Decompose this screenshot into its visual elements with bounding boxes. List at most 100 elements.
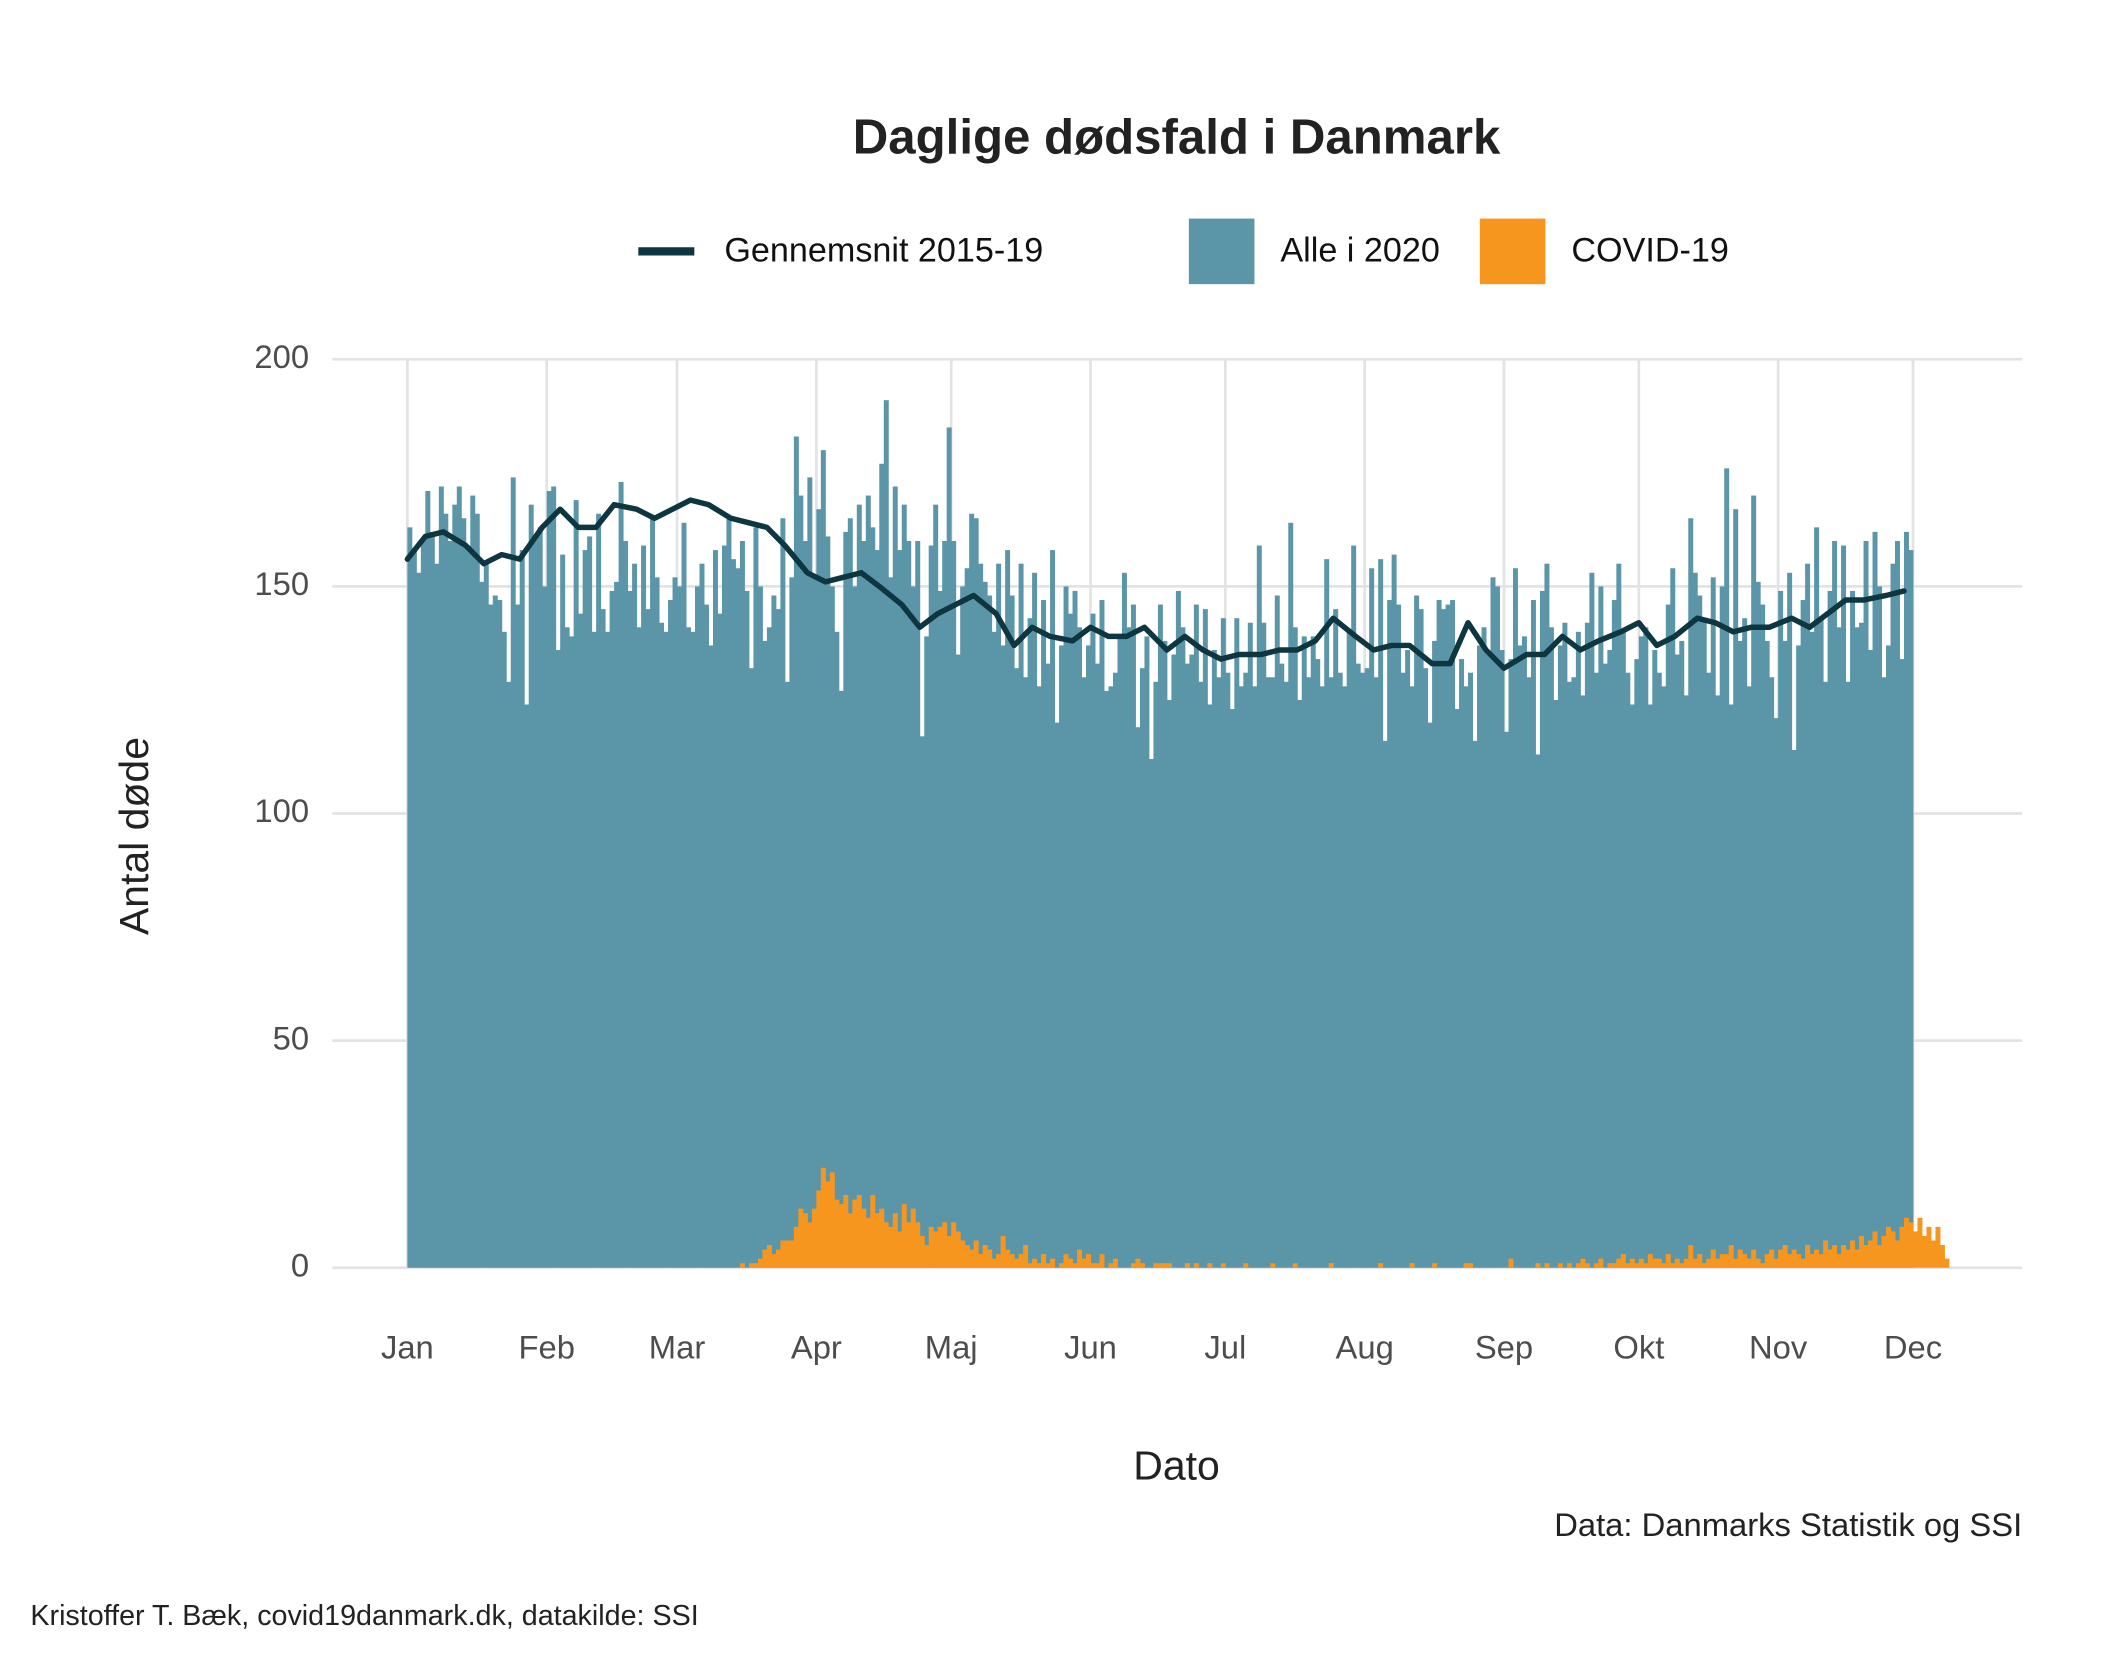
bar (1890, 563, 1896, 1268)
bar (1162, 640, 1168, 1268)
bar (1598, 586, 1604, 1268)
bar (618, 481, 624, 1268)
bar (987, 1249, 993, 1268)
bar (627, 590, 633, 1268)
bar (447, 540, 453, 1268)
bar (1360, 672, 1366, 1268)
bar (1701, 1263, 1707, 1268)
bar (1647, 704, 1653, 1268)
x-tick-label: Apr (791, 1328, 842, 1365)
bar (879, 1208, 885, 1268)
bar (960, 1240, 966, 1268)
bar (1256, 545, 1262, 1268)
bar (1674, 654, 1680, 1268)
bar (1544, 1263, 1550, 1268)
bar (1432, 1263, 1438, 1268)
bar (969, 1249, 975, 1268)
bar (1247, 622, 1253, 1268)
bar (1746, 1258, 1752, 1268)
x-tick-label: Dec (1884, 1328, 1942, 1365)
x-tick-label: Okt (1613, 1328, 1664, 1365)
y-tick-label: 100 (254, 792, 309, 829)
bar (820, 450, 826, 1268)
bar (874, 1213, 880, 1268)
legend-key (1479, 218, 1546, 285)
bar (739, 540, 745, 1268)
bar (960, 586, 966, 1268)
bar (1288, 522, 1294, 1268)
bar (519, 550, 525, 1268)
bar (506, 681, 512, 1268)
bar (1508, 659, 1514, 1268)
bar (784, 1240, 790, 1268)
bar (1895, 1240, 1900, 1268)
bar (1297, 699, 1303, 1268)
bar (1697, 595, 1703, 1268)
bar (1836, 627, 1842, 1268)
bar (1679, 1263, 1685, 1268)
bar (510, 477, 516, 1268)
bar (1683, 1258, 1689, 1268)
bar (775, 1249, 781, 1268)
bar (942, 1222, 948, 1268)
bar (1652, 1258, 1658, 1268)
bar (1895, 540, 1900, 1268)
bar (587, 536, 593, 1268)
bar (560, 554, 566, 1268)
bar (1157, 1263, 1163, 1268)
bar (1872, 531, 1878, 1268)
bar (1791, 1249, 1797, 1268)
bar (1270, 1263, 1276, 1268)
bar (1859, 1235, 1865, 1268)
bar (928, 1226, 934, 1268)
bar (528, 504, 534, 1268)
bar (1805, 1245, 1811, 1268)
legend-label: Gennemsnit 2015-19 (724, 232, 1043, 270)
bar (1427, 722, 1433, 1268)
bar (1728, 704, 1734, 1268)
bar (973, 518, 979, 1268)
bar (1139, 668, 1145, 1268)
bar (1050, 1258, 1056, 1268)
bar (1014, 668, 1020, 1268)
bar (843, 1195, 849, 1268)
bar (1009, 595, 1015, 1268)
bar (1184, 663, 1190, 1268)
bar (964, 1245, 970, 1268)
bar (919, 1235, 925, 1268)
bar (919, 736, 925, 1268)
bar (1441, 609, 1447, 1268)
bar (1877, 1245, 1883, 1268)
bar (1544, 563, 1550, 1268)
bar (483, 563, 489, 1268)
bar (838, 1204, 844, 1268)
bar (1099, 1254, 1105, 1268)
bar (1629, 1258, 1635, 1268)
bar (1665, 604, 1671, 1268)
bar (906, 1222, 912, 1268)
bar (1796, 645, 1802, 1268)
bar (1162, 1263, 1168, 1268)
bar (650, 518, 656, 1268)
bar (600, 609, 606, 1268)
bar (1157, 604, 1163, 1268)
bar (1139, 1263, 1145, 1268)
bar (937, 1226, 943, 1268)
x-tick-label: Jul (1204, 1328, 1246, 1365)
bar (1130, 604, 1136, 1268)
bar (1396, 604, 1402, 1268)
bar (1832, 540, 1838, 1268)
bar (1850, 590, 1856, 1268)
bar (802, 1213, 808, 1268)
bar (645, 609, 651, 1268)
bar (1589, 572, 1595, 1268)
bar (1692, 572, 1698, 1268)
bar (641, 545, 647, 1268)
bar (1315, 659, 1321, 1268)
bar (1108, 686, 1114, 1268)
y-tick-label: 200 (254, 338, 309, 375)
bar (1715, 1258, 1721, 1268)
bar (1584, 622, 1590, 1268)
bar (987, 595, 993, 1268)
bar (1373, 677, 1379, 1268)
